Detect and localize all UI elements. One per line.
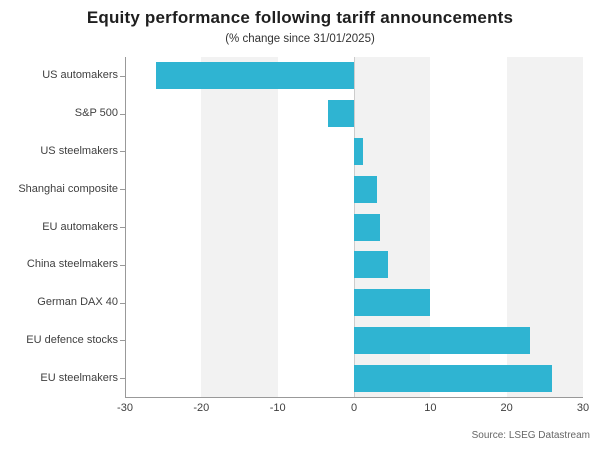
- x-axis-tick-label: 0: [350, 402, 358, 414]
- bar: [328, 100, 354, 128]
- y-axis-label: US automakers: [42, 69, 118, 82]
- y-axis-label: Shanghai composite: [18, 182, 118, 195]
- y-axis-labels: US automakers S&P 500 US steelmakers Shangh…: [0, 57, 118, 397]
- y-axis-label: EU automakers: [42, 220, 118, 233]
- x-axis-line: [125, 397, 583, 398]
- x-axis-tick-label: -30: [117, 402, 133, 414]
- bar: [354, 289, 431, 317]
- chart-subtitle: (% change since 31/01/2025): [225, 33, 375, 45]
- grid-band: [201, 57, 278, 397]
- x-axis-tick-label: 20: [500, 402, 513, 414]
- y-axis-line: [125, 57, 126, 397]
- bar: [354, 175, 377, 203]
- source-note: Source: LSEG Datastream: [471, 430, 590, 441]
- y-axis-tick: [120, 151, 125, 152]
- y-axis-tick: [120, 114, 125, 115]
- x-axis-labels: -30 -20 -10 0 10 20 30: [117, 402, 589, 418]
- plot-area: [120, 57, 583, 398]
- bar: [354, 364, 553, 392]
- x-axis-tick-label: 30: [576, 402, 590, 414]
- bar: [354, 326, 530, 354]
- y-axis-tick: [120, 227, 125, 228]
- x-axis-tick-label: 10: [424, 402, 437, 414]
- bar: [155, 62, 354, 90]
- y-axis-label: German DAX 40: [37, 296, 118, 309]
- y-axis-label: EU steelmakers: [40, 371, 118, 384]
- x-axis-tick-label: -10: [269, 402, 286, 414]
- chart-title: Equity performance following tariff anno…: [86, 8, 514, 27]
- y-axis-tick: [120, 265, 125, 266]
- y-axis-tick: [120, 189, 125, 190]
- y-axis-tick: [120, 340, 125, 341]
- bar: [354, 213, 380, 241]
- y-axis-label: EU defence stocks: [26, 333, 118, 346]
- y-axis-label: S&P 500: [74, 107, 118, 120]
- y-axis-tick: [120, 378, 125, 379]
- bar: [354, 251, 388, 279]
- y-axis-label: China steelmakers: [26, 258, 118, 271]
- y-axis-label: US steelmakers: [40, 144, 118, 157]
- bar: [354, 137, 364, 165]
- y-axis-tick: [120, 303, 125, 304]
- x-axis-tick-label: -20: [193, 402, 210, 414]
- y-axis-tick: [120, 76, 125, 77]
